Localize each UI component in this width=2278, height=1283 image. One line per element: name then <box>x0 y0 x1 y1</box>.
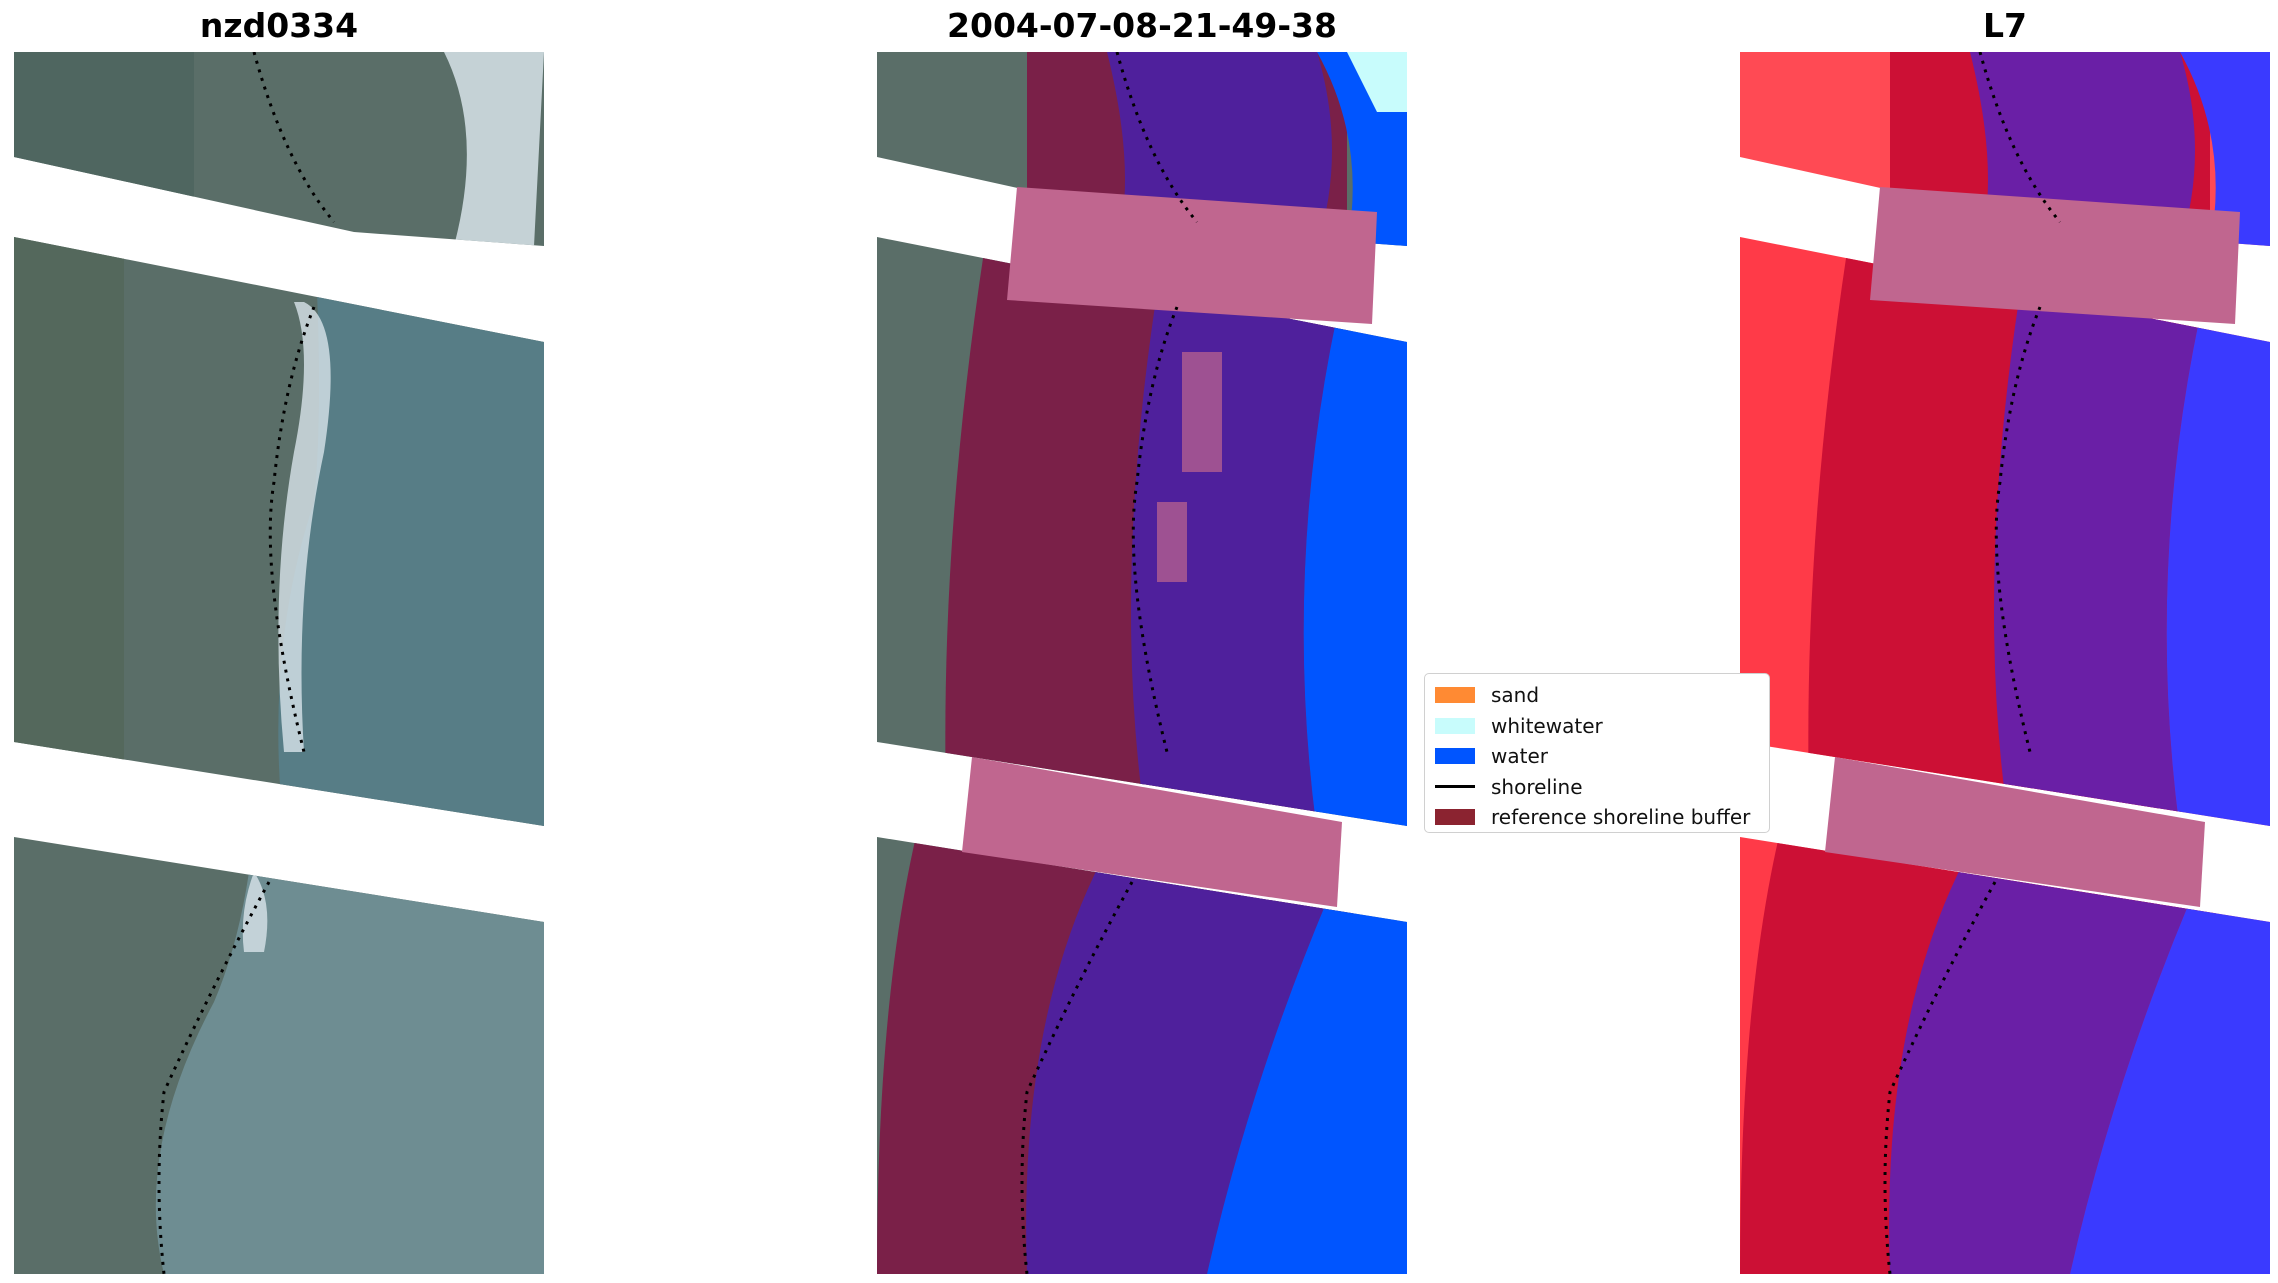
buffer-band-top <box>1007 187 1377 324</box>
classified-strip-middle <box>877 237 1407 826</box>
legend-item-shoreline: shoreline <box>1435 772 1759 803</box>
classified-strip-bottom <box>877 837 1407 1274</box>
classified-image <box>877 52 1407 1274</box>
legend-item-sand: sand <box>1435 680 1759 711</box>
legend: sand whitewater water shoreline referenc… <box>1424 673 1770 833</box>
shoreline-line-index <box>1883 52 2062 1274</box>
shoreline-line <box>157 52 336 1274</box>
index-image <box>1740 52 2270 1274</box>
index-panel <box>1740 52 2270 1274</box>
image-strip-middle <box>14 237 544 826</box>
legend-label: water <box>1491 744 1548 769</box>
sand-swatch <box>1435 687 1475 704</box>
buffer-band-bottom <box>962 757 1342 907</box>
buffer-band-bottom-index <box>1825 757 2205 907</box>
rgb-image-panel <box>14 52 544 1274</box>
legend-label: sand <box>1491 683 1540 708</box>
shoreline-line-swatch <box>1435 785 1475 789</box>
buffer-band-top-index <box>1870 187 2240 324</box>
legend-label: reference shoreline buffer <box>1491 805 1751 830</box>
index-strip-bottom <box>1740 837 2270 1274</box>
shoreline-line-classified <box>1020 52 1199 1274</box>
title-panel-2: 2004-07-08-21-49-38 <box>947 6 1337 45</box>
legend-item-whitewater: whitewater <box>1435 711 1759 742</box>
water-swatch <box>1435 748 1475 765</box>
legend-item-water: water <box>1435 741 1759 772</box>
reference-buffer-swatch <box>1435 809 1475 826</box>
legend-label: whitewater <box>1491 713 1603 738</box>
title-panel-3: L7 <box>1983 6 2027 45</box>
rgb-image <box>14 52 544 1274</box>
image-strip-bottom <box>14 837 544 1274</box>
legend-label: shoreline <box>1491 774 1583 799</box>
image-strip-top <box>14 52 544 246</box>
legend-item-reference-buffer: reference shoreline buffer <box>1435 802 1759 833</box>
index-strip-middle <box>1740 237 2270 826</box>
title-panel-1: nzd0334 <box>199 6 359 45</box>
whitewater-swatch <box>1435 717 1475 734</box>
classified-panel <box>877 52 1407 1274</box>
